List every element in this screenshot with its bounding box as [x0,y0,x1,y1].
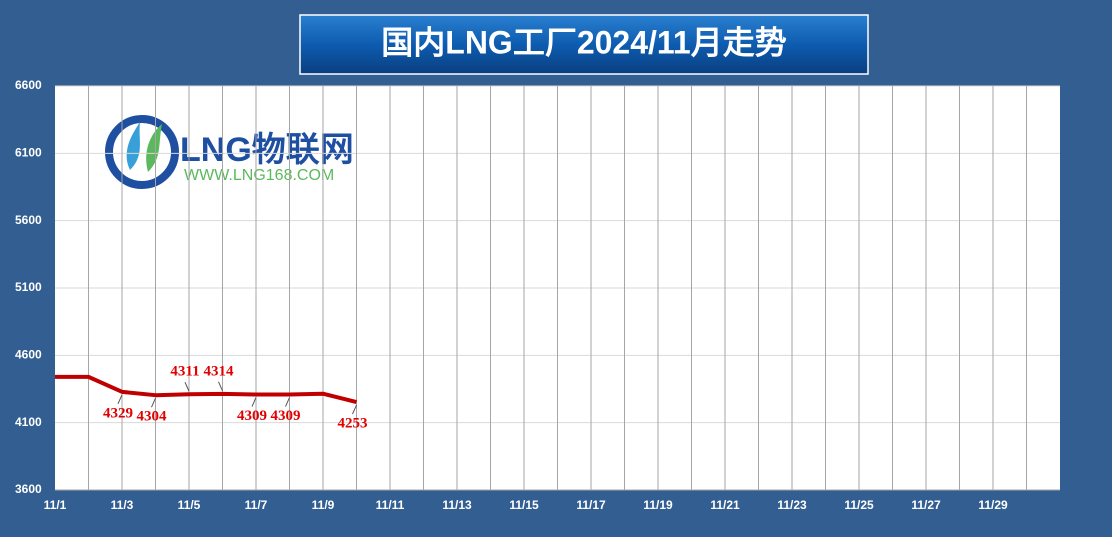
x-tick-label: 11/13 [442,498,472,512]
x-tick-label: 11/7 [245,498,268,512]
chart-title: 国内LNG工厂2024/11月走势 [381,24,786,60]
y-tick-label: 6600 [15,78,42,92]
leader-line [251,397,257,407]
data-label: 4309 [271,408,301,424]
x-tick-label: 11/17 [576,498,606,512]
x-tick-label: 11/11 [376,498,405,512]
data-line [55,374,357,405]
logo-text: LNG物联网 [180,131,354,169]
leader-line [218,381,223,392]
x-tick-label: 11/9 [312,498,335,512]
data-label: 4309 [237,408,267,424]
x-tick-label: 11/27 [911,498,941,512]
logo: LNG物联网 WWW.LNG168.COM [105,115,354,189]
data-label: 4253 [338,416,368,432]
y-tick-label: 3600 [15,482,42,496]
x-tick-label: 11/25 [844,498,874,512]
x-tick-label: 11/29 [978,498,1008,512]
leader-line [117,394,123,405]
x-tick-label: 11/5 [178,498,201,512]
title-box [299,14,869,75]
x-tick-label: 11/19 [643,498,673,512]
leader-line [184,382,190,392]
y-tick-label: 5600 [15,213,42,227]
data-label: 4314 [204,363,235,379]
data-label: 4304 [137,409,168,425]
leader-line [285,397,290,407]
logo-url: WWW.LNG168.COM [184,167,334,184]
y-tick-label: 4100 [15,415,42,429]
y-tick-label: 5100 [15,280,42,294]
data-label: 4311 [170,364,199,380]
x-tick-label: 11/3 [111,498,134,512]
leader-line [352,404,357,415]
y-tick-label: 4600 [15,348,42,362]
leader-line [151,397,156,408]
x-tick-label: 11/23 [777,498,807,512]
data-label: 4329 [103,405,133,421]
y-tick-label: 6100 [15,146,42,160]
x-tick-label: 11/15 [509,498,539,512]
x-tick-label: 11/21 [710,498,740,512]
x-tick-label: 11/1 [44,498,67,512]
